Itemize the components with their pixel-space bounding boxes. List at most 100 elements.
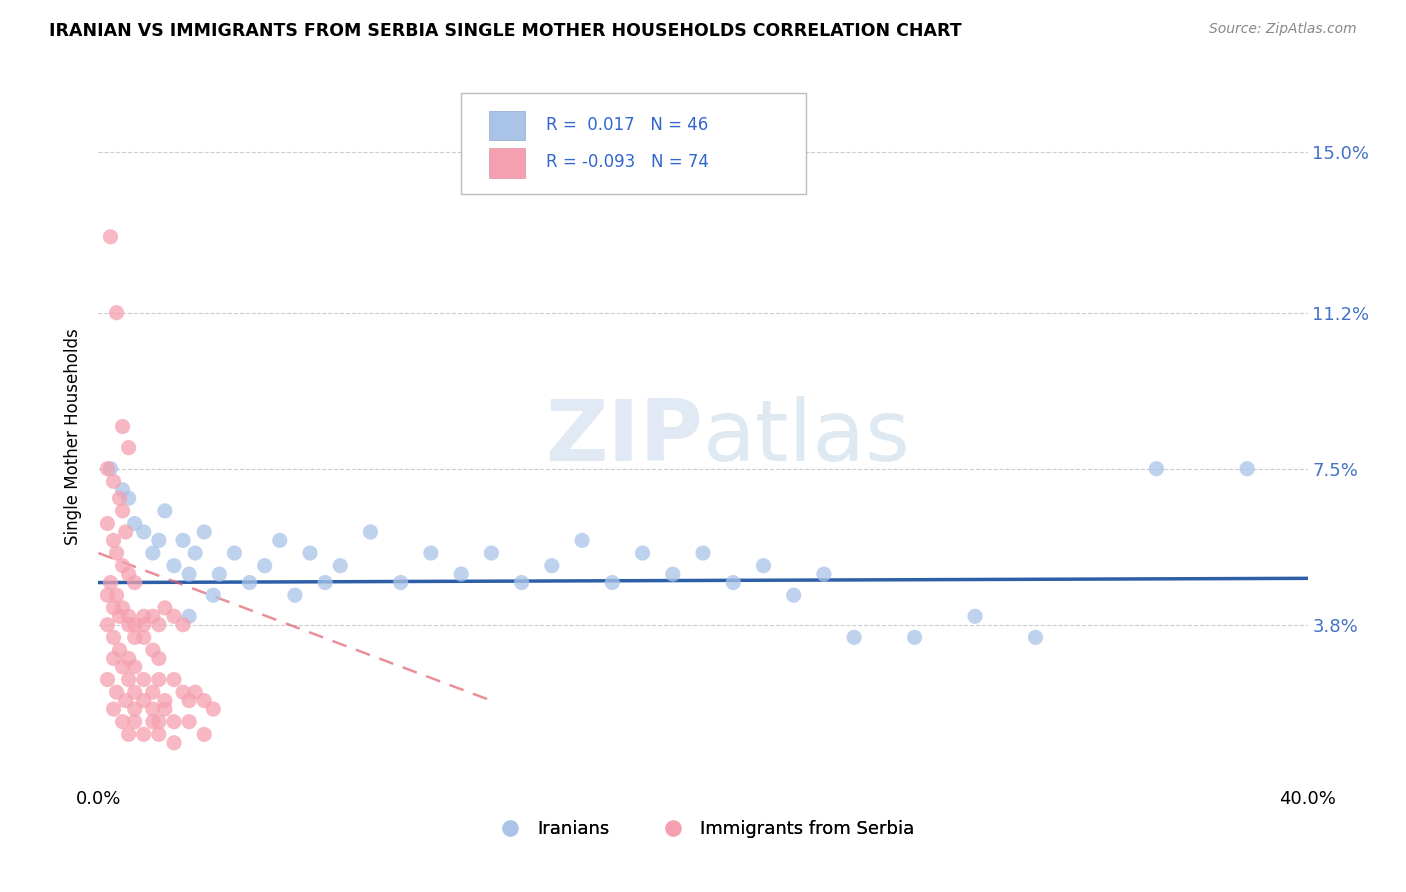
FancyBboxPatch shape: [461, 93, 806, 194]
Point: [148, 651, 170, 665]
Point: [184, 546, 207, 560]
Point: [142, 609, 165, 624]
Text: R =  0.017   N = 46: R = 0.017 N = 46: [546, 116, 709, 134]
Point: [108, 491, 131, 506]
Bar: [489, 111, 526, 140]
Point: [111, 714, 134, 729]
Legend: Iranians, Immigrants from Serbia: Iranians, Immigrants from Serbia: [485, 814, 921, 846]
Point: [96, 516, 118, 531]
Point: [100, 575, 122, 590]
Point: [184, 685, 207, 699]
Point: [124, 631, 146, 645]
Point: [105, 685, 128, 699]
Text: R = -0.093   N = 74: R = -0.093 N = 74: [546, 153, 709, 171]
Point: [111, 483, 134, 497]
Point: [239, 575, 262, 590]
Point: [105, 306, 128, 320]
Point: [193, 524, 215, 539]
Point: [299, 546, 322, 560]
Point: [172, 533, 194, 548]
Text: ZIP: ZIP: [546, 395, 703, 479]
Point: [153, 600, 176, 615]
Point: [510, 575, 533, 590]
Point: [148, 727, 170, 741]
Point: [124, 714, 146, 729]
Point: [132, 524, 155, 539]
Point: [114, 524, 136, 539]
Point: [142, 643, 165, 657]
Point: [179, 609, 201, 624]
Point: [153, 702, 176, 716]
Point: [114, 693, 136, 707]
Point: [132, 609, 155, 624]
Point: [96, 588, 118, 602]
Point: [253, 558, 276, 573]
Point: [692, 546, 714, 560]
Point: [111, 419, 134, 434]
Point: [103, 600, 125, 615]
Point: [124, 702, 146, 716]
Point: [142, 685, 165, 699]
Point: [96, 461, 118, 475]
Point: [163, 609, 186, 624]
Text: Source: ZipAtlas.com: Source: ZipAtlas.com: [1209, 22, 1357, 37]
Text: atlas: atlas: [703, 395, 911, 479]
Point: [179, 693, 201, 707]
Point: [118, 617, 141, 632]
Point: [118, 651, 141, 665]
Point: [124, 516, 146, 531]
Point: [111, 504, 134, 518]
Point: [142, 702, 165, 716]
Point: [179, 567, 201, 582]
Point: [132, 727, 155, 741]
Bar: [489, 148, 526, 178]
Point: [179, 714, 201, 729]
Point: [103, 533, 125, 548]
Point: [105, 546, 128, 560]
Point: [172, 617, 194, 632]
Point: [111, 660, 134, 674]
Point: [124, 660, 146, 674]
Point: [813, 567, 835, 582]
Point: [193, 693, 215, 707]
Point: [965, 609, 987, 624]
Point: [142, 714, 165, 729]
Point: [360, 524, 382, 539]
Point: [723, 575, 745, 590]
Point: [631, 546, 654, 560]
Point: [103, 702, 125, 716]
Point: [1024, 631, 1046, 645]
Point: [118, 567, 141, 582]
Point: [148, 533, 170, 548]
Point: [96, 617, 118, 632]
Point: [103, 475, 125, 489]
Point: [540, 558, 562, 573]
Point: [142, 546, 165, 560]
Point: [163, 673, 186, 687]
Point: [752, 558, 775, 573]
Point: [132, 673, 155, 687]
Point: [193, 727, 215, 741]
Point: [96, 673, 118, 687]
Point: [118, 727, 141, 741]
Point: [202, 702, 225, 716]
Point: [284, 588, 307, 602]
Point: [105, 588, 128, 602]
Point: [108, 643, 131, 657]
Point: [450, 567, 472, 582]
Point: [844, 631, 866, 645]
Point: [1144, 461, 1167, 475]
Point: [389, 575, 412, 590]
Point: [124, 617, 146, 632]
Point: [108, 609, 131, 624]
Point: [100, 461, 122, 475]
Point: [118, 609, 141, 624]
Point: [224, 546, 246, 560]
Point: [148, 714, 170, 729]
Point: [111, 558, 134, 573]
Point: [132, 631, 155, 645]
Point: [163, 558, 186, 573]
Point: [132, 617, 155, 632]
Point: [163, 714, 186, 729]
Point: [153, 693, 176, 707]
